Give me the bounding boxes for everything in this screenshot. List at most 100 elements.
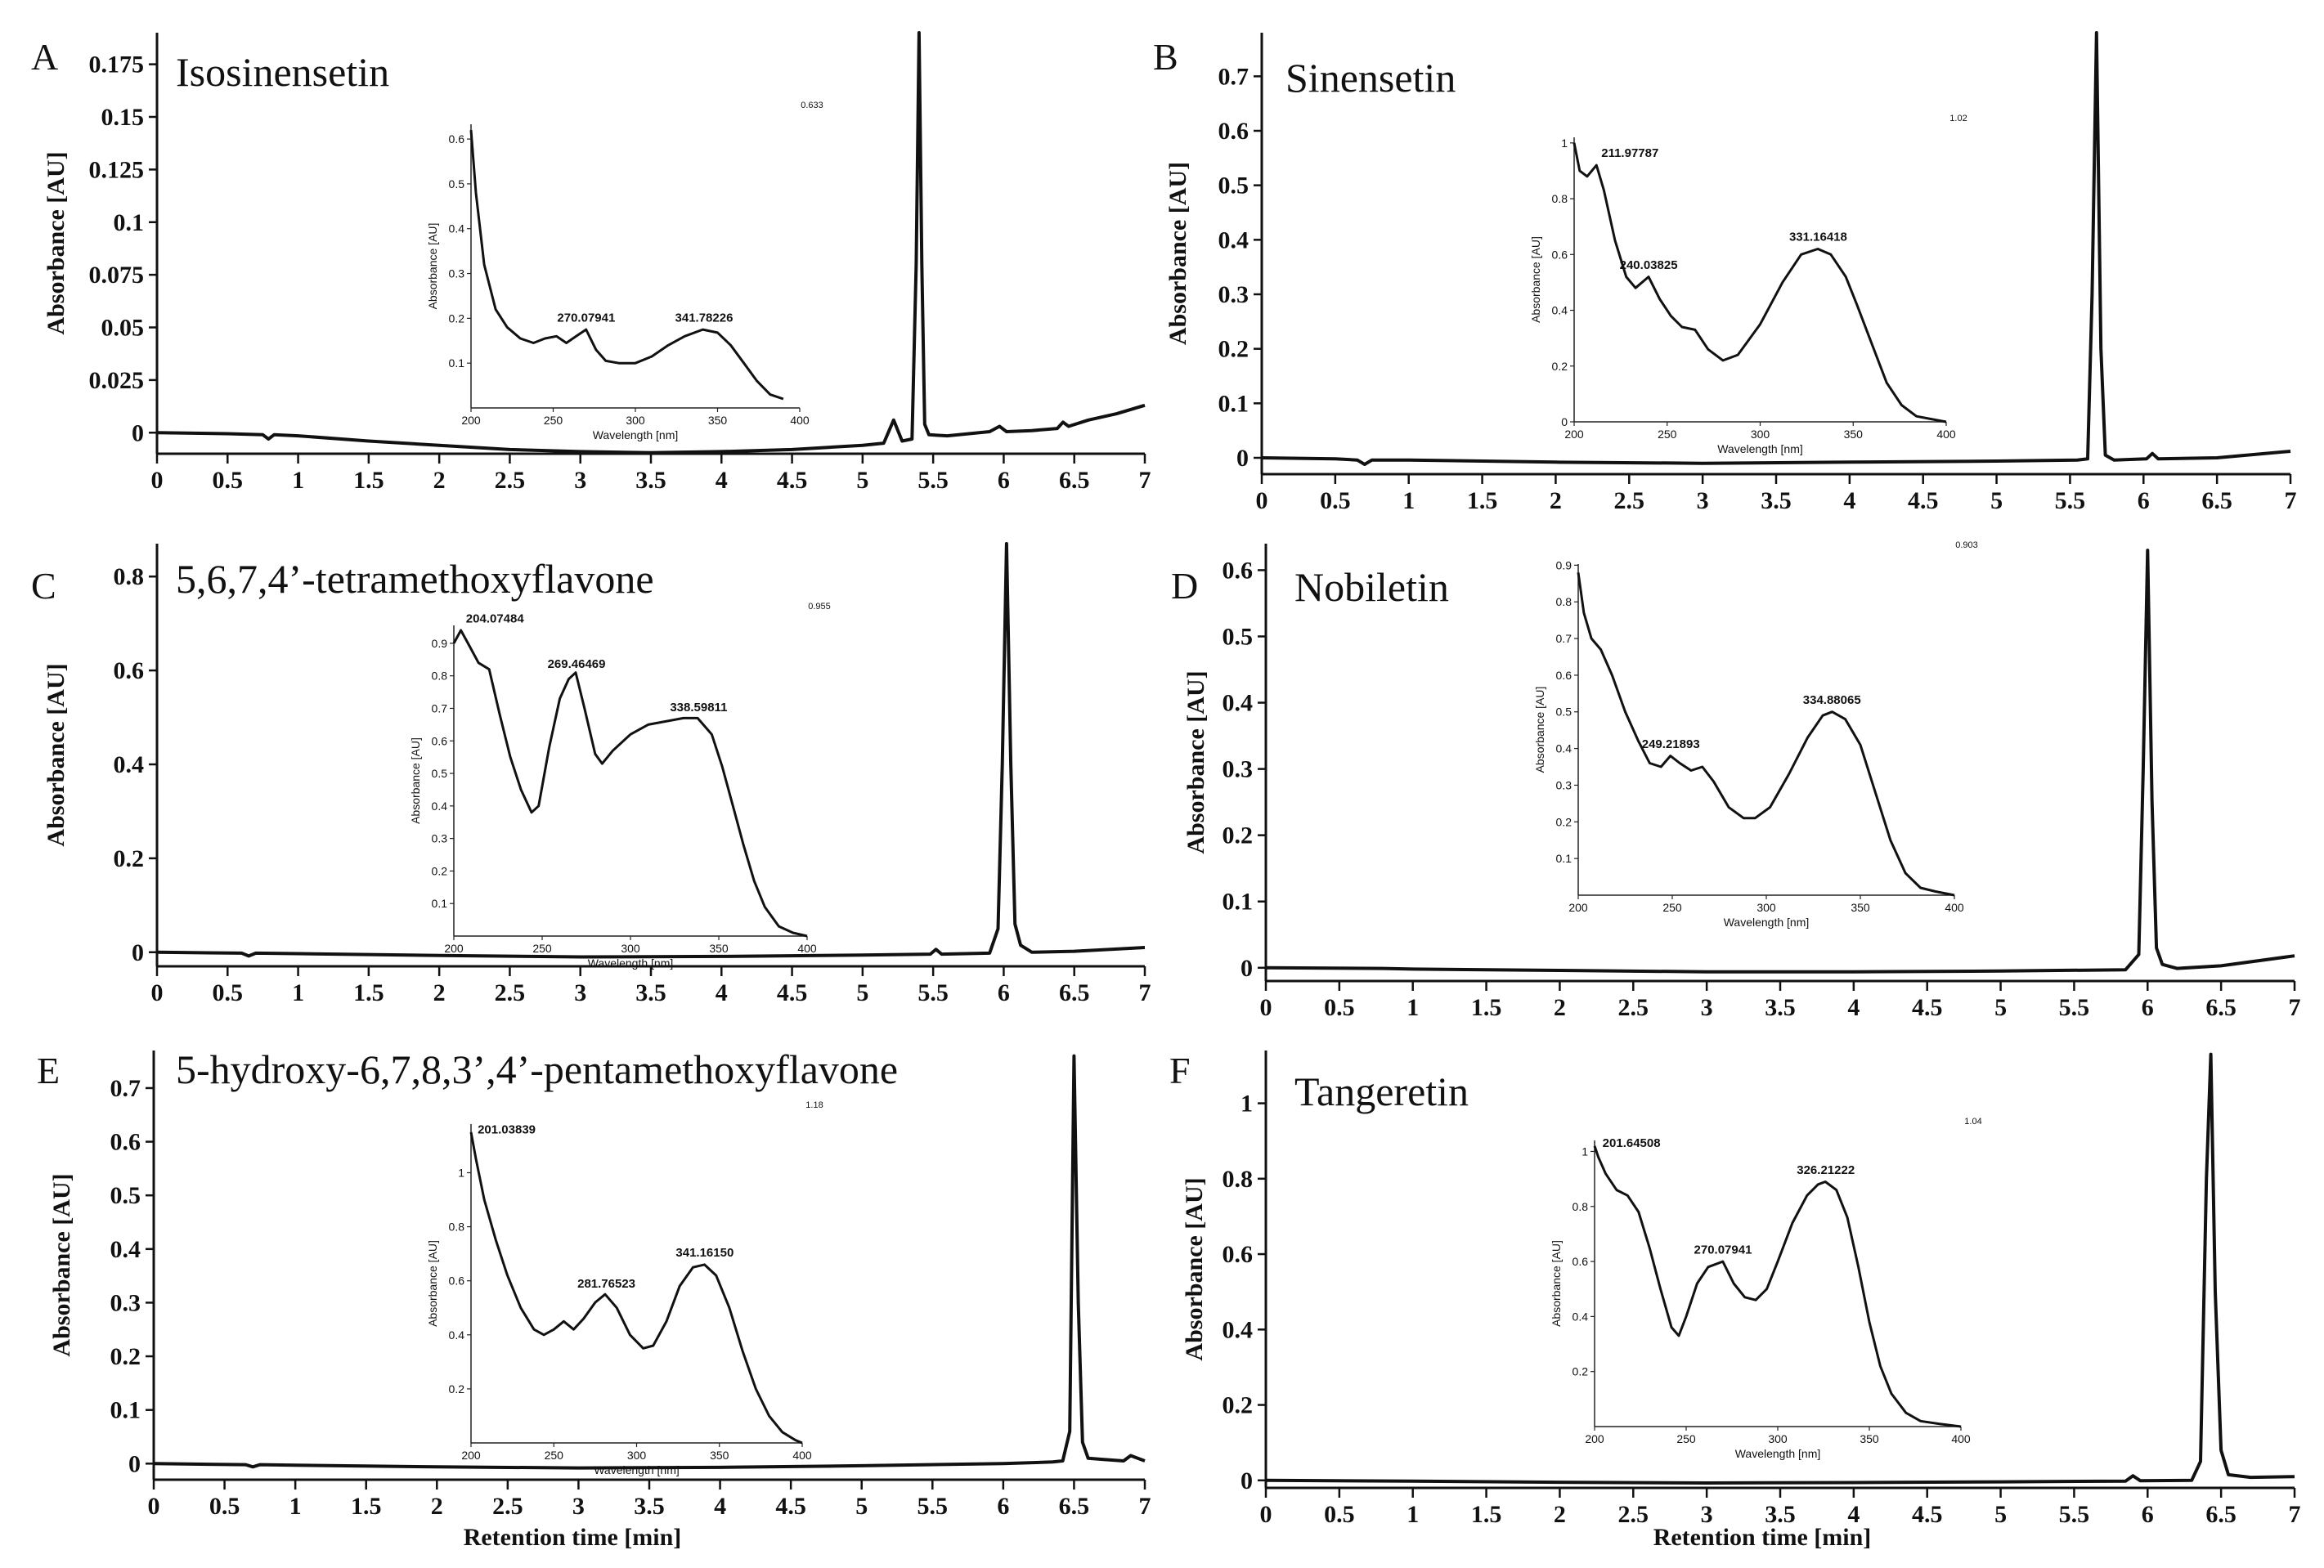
y-tick-label: 0.6	[110, 1129, 141, 1156]
y-tick-label: 0.6	[114, 657, 145, 684]
inset-y-tick-label: 0.3	[432, 832, 448, 845]
y-tick-label: 0.2	[110, 1343, 141, 1370]
uv-spectrum-trace	[1573, 142, 1947, 423]
x-tick-label: 1.5	[1471, 1501, 1502, 1528]
inset-x-axis-label: Wavelength [nm]	[1735, 1447, 1821, 1460]
x-tick-label: 7	[2289, 1501, 2301, 1528]
x-tick-label: 3.5	[1765, 1501, 1796, 1528]
inset-y-tick-label: 0.8	[432, 670, 448, 683]
x-tick-label: 0.5	[213, 467, 244, 494]
x-tick-label: 5	[1994, 994, 2007, 1021]
x-tick-label: 6.5	[1059, 979, 1090, 1006]
inset-peak-label: 326.21222	[1797, 1163, 1855, 1177]
y-tick-label: 0.4	[114, 751, 145, 778]
panel-e: E 5-hydroxy-6,7,8,3’,4’-pentamethoxyflavo…	[37, 1046, 1151, 1551]
y-tick-label: 0.6	[1218, 118, 1249, 145]
inset-y-axis-label: Absorbance [AU]	[1550, 1240, 1563, 1327]
inset-y-axis-label: Absorbance [AU]	[426, 223, 439, 310]
inset-y-tick-label: 0.3	[1556, 778, 1573, 791]
inset-y-tick-label: 0.6	[449, 132, 465, 146]
x-tick-label: 5.5	[917, 1493, 949, 1520]
panel-c: C 5,6,7,4’-tetramethoxyflavone 0 0.5 1 1.5 2 2.…	[31, 542, 1151, 1006]
inset-peak-label: 270.07941	[557, 311, 615, 325]
inset-peak-label: 211.97787	[1601, 146, 1658, 160]
x-tick-label: 2	[433, 979, 446, 1006]
y-tick-label: 0.3	[1223, 756, 1254, 783]
y-tick-label: 0.4	[1223, 690, 1254, 717]
inset-y-tick-label: 0.4	[1552, 304, 1568, 317]
inset-x-axis-label: Wavelength [nm]	[593, 428, 679, 441]
inset-y-tick-label: 0.3	[449, 267, 465, 280]
x-tick-label: 4.5	[777, 979, 808, 1006]
y-tick-label: 0.3	[110, 1289, 141, 1316]
inset-y-tick-label: 0.5	[449, 177, 465, 190]
y-tick-label: 0.1	[1218, 390, 1249, 417]
inset-x-tick-label: 250	[544, 414, 563, 427]
x-tick-label: 5.5	[2055, 487, 2086, 514]
x-tick-label: 7	[1139, 979, 1151, 1006]
x-tick-label: 3	[1697, 487, 1709, 514]
x-tick-label: 7	[1139, 467, 1151, 494]
uv-spectrum-inset: 200 250 300 350 400 0 0.2 0.4 0.6 0.8 1 Wavelength …	[1529, 114, 1967, 455]
inset-y-tick-label: 0.4	[449, 1328, 465, 1342]
inset-x-axis-label: Wavelength [nm]	[1717, 442, 1803, 455]
x-tick-label: 4.5	[777, 467, 808, 494]
x-tick-label: 3	[574, 467, 586, 494]
x-tick-label: 3	[1701, 1501, 1713, 1528]
inset-x-tick-label: 400	[1945, 901, 1964, 914]
x-tick-label: 5.5	[2059, 1501, 2090, 1528]
x-tick-label: 2	[431, 1493, 443, 1520]
inset-x-tick-label: 250	[532, 942, 552, 955]
inset-peak-label: 281.76523	[577, 1277, 635, 1291]
compound-name: 5,6,7,4’-tetramethoxyflavone	[176, 556, 654, 602]
inset-y-axis-label: Absorbance [AU]	[426, 1240, 439, 1327]
x-tick-label: 7	[1139, 1493, 1151, 1520]
inset-y-axis-label: Absorbance [AU]	[1529, 236, 1542, 323]
inset-y-tick-label: 0.8	[1552, 192, 1568, 205]
uv-spectrum-inset: 200 250 300 350 400 0.2 0.4 0.6 0.8 1 Wavelength […	[1550, 1117, 1982, 1460]
panel-d: D Nobiletin 0 0.5 1 1.5 2 2.5 3 3.5 4 4.5 5 5.5 6 6.5 7 0…	[1171, 540, 2301, 1021]
inset-peak-label: 249.21893	[1642, 737, 1700, 751]
x-tick-label: 1.5	[353, 467, 384, 494]
inset-y-axis-label: Absorbance [AU]	[409, 737, 422, 824]
x-tick-label: 1	[1407, 1501, 1419, 1528]
y-tick-label: 0.5	[1218, 172, 1249, 199]
y-tick-label: 0.6	[1223, 557, 1254, 584]
x-tick-label: 3.5	[635, 979, 666, 1006]
y-tick-label: 0.7	[1218, 63, 1249, 90]
inset-x-tick-label: 200	[461, 414, 481, 427]
x-tick-label: 4	[1843, 487, 1855, 514]
inset-y-tick-label: 0.4	[1556, 742, 1573, 755]
panel-letter: A	[31, 36, 58, 78]
x-tick-label: 7	[2285, 487, 2297, 514]
x-tick-label: 5	[1994, 1501, 2007, 1528]
x-tick-label: 5	[855, 1493, 868, 1520]
x-tick-label: 5.5	[917, 467, 949, 494]
y-tick-label: 0.8	[1223, 1166, 1254, 1193]
uv-spectrum-trace	[469, 129, 784, 401]
inset-x-tick-label: 400	[1951, 1432, 1971, 1445]
panel-a: A Isosinensetin 0 0.5 1 1.5 2 2.5 3 3.5 4 4.5 5 5.5 6 6…	[31, 31, 1151, 494]
x-tick-label: 3	[574, 979, 586, 1006]
x-tick-label: 6	[2138, 487, 2150, 514]
x-tick-label: 0.5	[213, 979, 244, 1006]
x-tick-label: 1	[1402, 487, 1415, 514]
inset-y-tick-label: 0.6	[449, 1275, 465, 1288]
inset-y-tick-label: 0.2	[432, 864, 448, 877]
inset-y-tick-label: 0.4	[432, 800, 448, 813]
x-tick-label: 3.5	[634, 1493, 665, 1520]
x-tick-label: 6.5	[1059, 467, 1090, 494]
x-tick-label: 6	[998, 979, 1010, 1006]
x-tick-label: 6.5	[2201, 487, 2232, 514]
x-tick-label: 4.5	[775, 1493, 806, 1520]
inset-scale-max: 0.955	[808, 602, 831, 612]
inset-x-tick-label: 250	[1658, 428, 1677, 441]
inset-y-tick-label: 0.6	[1552, 248, 1568, 261]
inset-peak-label: 341.16150	[675, 1246, 734, 1260]
inset-x-tick-label: 200	[444, 942, 464, 955]
x-tick-label: 1	[1407, 994, 1419, 1021]
y-tick-label: 0.1	[110, 1397, 141, 1424]
uv-spectrum-inset: 200 250 300 350 400 0.1 0.2 0.3 0.4 0.5 0.6 0.7 0.8 0…	[1533, 540, 1978, 929]
inset-peak-label: 201.64508	[1603, 1136, 1661, 1150]
x-tick-label: 4	[1847, 1501, 1860, 1528]
